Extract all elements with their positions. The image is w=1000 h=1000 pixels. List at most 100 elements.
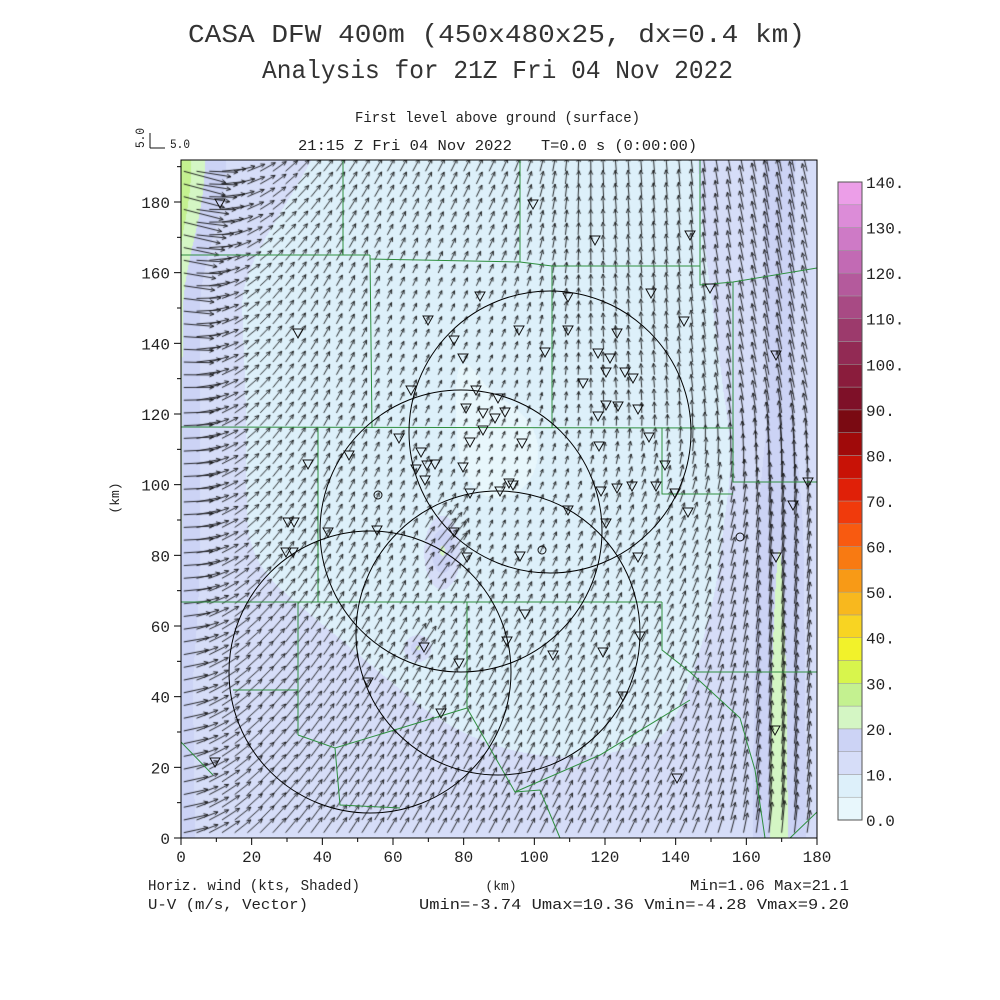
colorbar-label: 80. [866, 448, 895, 466]
station-marker [787, 500, 799, 512]
y-tick-label: 180 [141, 195, 170, 213]
x-tick-label: 140 [661, 849, 690, 867]
county-boundary [661, 602, 817, 673]
colorbar-cell [837, 318, 863, 342]
x-tick-label: 160 [732, 849, 761, 867]
county-boundary [466, 602, 561, 839]
station-marker [422, 315, 434, 327]
y-tick-label: 100 [141, 478, 170, 496]
station-marker [770, 350, 782, 362]
station-marker [684, 230, 696, 242]
station-marker [371, 525, 383, 537]
station-marker [704, 283, 716, 295]
colorbar-cell [837, 591, 863, 616]
colorbar-label: 20. [866, 722, 895, 740]
station-marker [435, 708, 447, 720]
station-marker [477, 408, 489, 420]
y-tick-label: 0 [160, 831, 170, 849]
station-marker [513, 325, 525, 337]
uv-range-stats: Umin=-3.74 Umax=10.36 Vmin=-4.28 Vmax=9.… [419, 897, 849, 914]
colorbar-cell [837, 614, 863, 638]
radar-range-ring [408, 290, 692, 574]
station-marker [460, 403, 472, 415]
y-tick-label: 60 [151, 619, 170, 637]
station-marker [214, 198, 226, 210]
reference-vector-label: 5.0 [170, 137, 190, 152]
x-tick-label: 80 [454, 849, 473, 867]
station-marker [562, 292, 574, 304]
main-title: CASA DFW 400m (450x480x25, dx=0.4 km) [188, 20, 805, 50]
colorbar-label: 30. [866, 676, 895, 694]
station-marker [292, 328, 304, 340]
station-marker [527, 199, 539, 211]
colorbar-label: 60. [866, 540, 895, 558]
station-marker [429, 459, 441, 471]
colorbar-cell [837, 728, 863, 752]
colorbar-cell [837, 546, 863, 570]
elapsed-time: T=0.0 s (0:00:00) [541, 138, 697, 155]
colorbar-label: 120. [866, 266, 904, 284]
station-marker [282, 517, 294, 529]
station-marker [470, 385, 482, 397]
station-marker [645, 288, 657, 300]
y-tick-label: 140 [141, 336, 170, 354]
station-marker [362, 677, 374, 689]
station-marker [418, 642, 430, 654]
station-marker [448, 335, 460, 347]
station-marker [627, 373, 639, 385]
station-marker [501, 636, 513, 648]
level-subtitle: First level above ground (surface) [355, 110, 640, 127]
radar-range-ring [228, 530, 512, 814]
station-marker [492, 393, 504, 405]
station-marker [769, 725, 781, 737]
station-marker [448, 527, 460, 539]
colorbar-cell [837, 409, 863, 433]
county-boundary [514, 699, 691, 793]
colorbar-cell [837, 432, 863, 456]
station-circle-marker [735, 532, 745, 542]
county-boundaries [180, 160, 818, 839]
station-marker [519, 609, 531, 621]
station-marker [643, 432, 655, 444]
colorbar-cell [837, 637, 863, 661]
station-marker [592, 411, 604, 423]
y-tick-label: 160 [141, 266, 170, 284]
county-boundary [369, 254, 373, 429]
station-marker [770, 552, 782, 564]
county-boundary [732, 282, 817, 483]
county-boundary [689, 671, 766, 839]
county-boundary [297, 707, 468, 749]
station-marker [419, 475, 431, 487]
station-marker [604, 353, 616, 365]
colorbar-cell [837, 500, 863, 525]
station-marker [209, 757, 221, 769]
station-marker [516, 438, 528, 450]
colorbar-label: 110. [866, 312, 904, 330]
x-axis-label: (km) [485, 879, 516, 894]
y-tick-label: 120 [141, 407, 170, 425]
station-marker [600, 518, 612, 530]
station-circle-marker [537, 545, 547, 555]
station-marker [302, 459, 314, 471]
station-marker [611, 483, 623, 495]
station-marker [577, 378, 589, 390]
county-boundary [180, 741, 214, 776]
station-marker [494, 486, 506, 498]
radar-range-rings [228, 290, 692, 814]
y-tick-label: 40 [151, 690, 170, 708]
station-marker [600, 400, 612, 412]
colorbar-label: 70. [866, 494, 895, 512]
colorbar: 0.0 10. 20. 30. 40. 50. 60. 70. 80. 90. 100. 110. 12… [837, 175, 904, 831]
reference-vector: 5.0 5.0 [133, 128, 190, 152]
reference-vector-side-label: 5.0 [133, 128, 148, 148]
x-tick-label: 120 [591, 849, 620, 867]
station-marker [539, 347, 551, 359]
station-marker [280, 547, 292, 559]
station-marker [464, 488, 476, 500]
colorbar-cell [837, 569, 863, 593]
x-tick-label: 20 [242, 849, 261, 867]
station-marker [499, 407, 511, 419]
colorbar-cell [837, 295, 863, 319]
